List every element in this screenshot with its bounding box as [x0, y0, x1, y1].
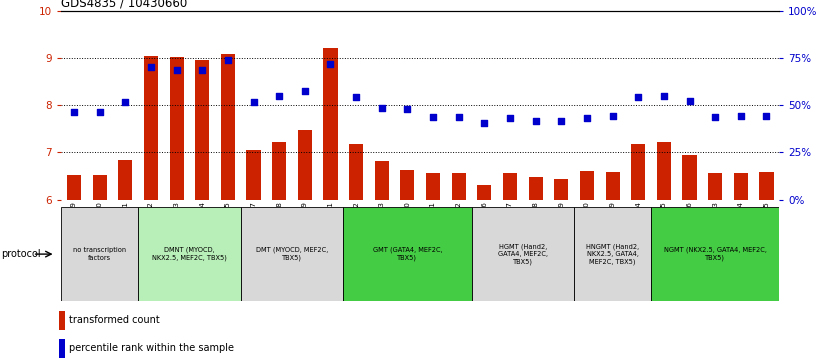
Text: NGMT (NKX2.5, GATA4, MEF2C,
TBX5): NGMT (NKX2.5, GATA4, MEF2C, TBX5): [663, 247, 766, 261]
Bar: [657, 142, 671, 200]
Bar: [631, 144, 645, 200]
Bar: [375, 161, 388, 200]
Bar: [580, 171, 594, 200]
Bar: [651, 207, 779, 301]
Bar: [67, 175, 81, 200]
Bar: [574, 207, 651, 301]
Text: no transcription
factors: no transcription factors: [73, 247, 126, 261]
Bar: [451, 173, 466, 200]
Point: [452, 114, 465, 120]
Bar: [529, 178, 543, 200]
Point: [401, 106, 414, 112]
Point: [760, 113, 773, 119]
Bar: [61, 207, 138, 301]
Bar: [272, 142, 286, 200]
Point: [529, 118, 542, 124]
Bar: [241, 207, 344, 301]
Bar: [170, 57, 184, 200]
Bar: [138, 207, 241, 301]
Point: [349, 94, 362, 100]
Text: HGMT (Hand2,
GATA4, MEF2C,
TBX5): HGMT (Hand2, GATA4, MEF2C, TBX5): [498, 243, 548, 265]
Bar: [246, 150, 260, 200]
Point: [144, 64, 157, 69]
Point: [478, 120, 491, 126]
Bar: [118, 160, 132, 200]
Bar: [426, 173, 440, 200]
Point: [580, 115, 593, 121]
Bar: [503, 173, 517, 200]
Text: DMT (MYOCD, MEF2C,
TBX5): DMT (MYOCD, MEF2C, TBX5): [256, 247, 328, 261]
Bar: [92, 175, 107, 200]
Bar: [349, 144, 363, 200]
Text: GMT (GATA4, MEF2C,
TBX5): GMT (GATA4, MEF2C, TBX5): [373, 247, 442, 261]
Bar: [323, 48, 338, 200]
Bar: [195, 61, 209, 200]
Text: transformed count: transformed count: [69, 315, 160, 325]
Bar: [734, 173, 747, 200]
Point: [683, 98, 696, 103]
Bar: [760, 172, 774, 200]
Point: [734, 113, 747, 119]
Point: [632, 94, 645, 100]
Point: [324, 61, 337, 67]
Text: HNGMT (Hand2,
NKX2.5, GATA4,
MEF2C, TBX5): HNGMT (Hand2, NKX2.5, GATA4, MEF2C, TBX5…: [586, 243, 639, 265]
Bar: [221, 54, 235, 200]
Point: [555, 118, 568, 124]
Point: [606, 113, 619, 119]
Bar: [605, 172, 619, 200]
Bar: [144, 56, 158, 200]
Bar: [59, 339, 65, 358]
Point: [170, 67, 183, 73]
Bar: [554, 179, 568, 200]
Bar: [59, 311, 65, 330]
Bar: [682, 155, 697, 200]
Text: DMNT (MYOCD,
NKX2.5, MEF2C, TBX5): DMNT (MYOCD, NKX2.5, MEF2C, TBX5): [152, 247, 227, 261]
Point: [427, 114, 440, 120]
Point: [93, 110, 106, 115]
Point: [196, 67, 209, 73]
Bar: [472, 207, 574, 301]
Bar: [401, 170, 415, 200]
Bar: [298, 130, 312, 200]
Point: [68, 110, 81, 115]
Point: [375, 105, 388, 110]
Bar: [477, 185, 491, 200]
Bar: [708, 173, 722, 200]
Point: [221, 58, 234, 64]
Point: [503, 115, 517, 121]
Point: [658, 93, 671, 99]
Point: [708, 114, 721, 120]
Text: protocol: protocol: [1, 249, 41, 259]
Text: percentile rank within the sample: percentile rank within the sample: [69, 343, 234, 354]
Point: [299, 88, 312, 94]
Bar: [344, 207, 472, 301]
Point: [119, 99, 132, 105]
Text: GDS4835 / 10430660: GDS4835 / 10430660: [61, 0, 188, 10]
Point: [247, 99, 260, 105]
Point: [273, 93, 286, 99]
